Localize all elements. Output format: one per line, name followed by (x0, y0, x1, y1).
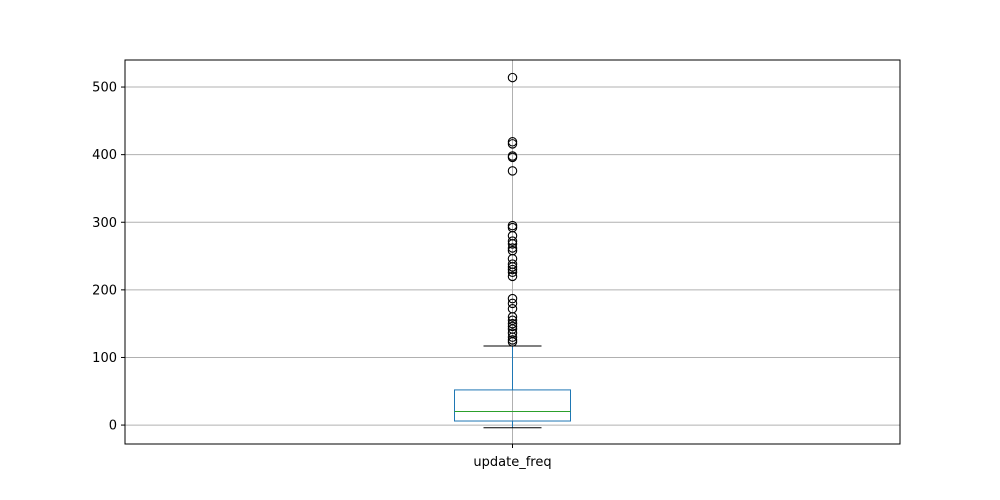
box-plot (454, 345, 571, 429)
outlier-point (507, 328, 518, 338)
grid-lines (125, 60, 900, 444)
outlier-point (507, 166, 518, 176)
y-tick-label: 0 (109, 419, 117, 434)
outlier-point (507, 293, 518, 304)
outlier-point (507, 271, 518, 282)
outlier-point (507, 315, 518, 326)
outlier-point (507, 243, 518, 253)
outlier-point (507, 137, 518, 147)
y-tick-label: 500 (92, 81, 117, 96)
axis-ticks: 0 100 200 300 400 500 update_freq (92, 81, 551, 470)
outlier-point (507, 236, 518, 246)
outlier-point (507, 298, 518, 309)
y-tick-label: 200 (92, 283, 117, 298)
outlier-point (507, 264, 518, 275)
outlier-point (507, 151, 518, 161)
outlier-point (507, 321, 518, 332)
outlier-point (507, 220, 518, 231)
outlier-points (507, 72, 518, 347)
y-tick-label: 400 (92, 148, 117, 163)
outlier-point (507, 335, 518, 345)
outlier-point (507, 245, 518, 256)
outlier-point (507, 304, 518, 314)
y-tick-label: 300 (92, 216, 117, 231)
x-tick-label: update_freq (473, 455, 551, 470)
outlier-point (507, 72, 518, 83)
y-tick-label: 100 (92, 351, 117, 366)
outlier-point (507, 259, 518, 269)
iqr-box (454, 389, 571, 422)
outlier-point (507, 318, 518, 329)
